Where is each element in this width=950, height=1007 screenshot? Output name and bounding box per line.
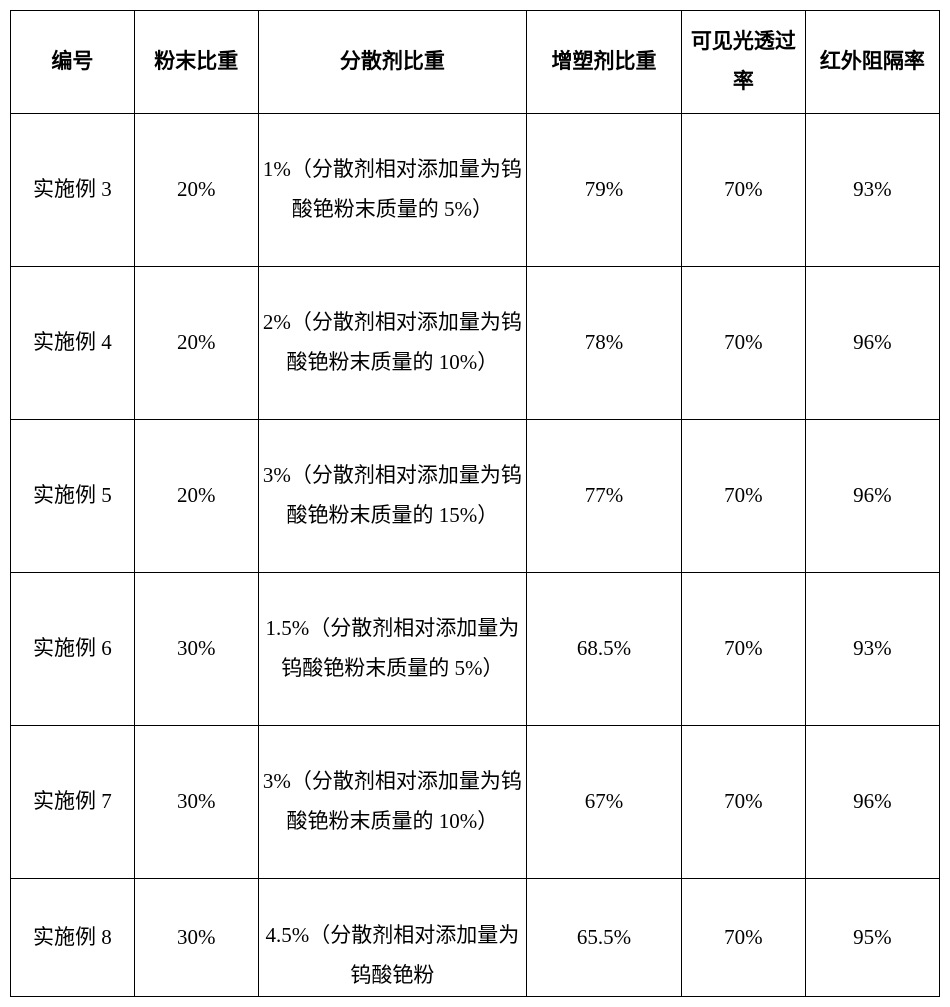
table-row: 实施例 8 30% 4.5%（分散剂相对添加量为钨酸铯粉 65.5% 70% 9…: [11, 879, 940, 997]
cell-visible: 70%: [681, 726, 805, 879]
table-row: 实施例 5 20% 3%（分散剂相对添加量为钨酸铯粉末质量的 15%） 77% …: [11, 420, 940, 573]
cell-powder: 30%: [134, 879, 258, 997]
cell-dispersant: 4.5%（分散剂相对添加量为钨酸铯粉: [258, 879, 526, 997]
table-header-row: 编号 粉末比重 分散剂比重 增塑剂比重 可见光透过率 红外阻隔率: [11, 11, 940, 114]
cell-plasticizer: 78%: [527, 267, 682, 420]
cell-plasticizer: 79%: [527, 114, 682, 267]
col-header-plasticizer: 增塑剂比重: [527, 11, 682, 114]
cell-powder: 20%: [134, 420, 258, 573]
cell-visible: 70%: [681, 879, 805, 997]
cell-id: 实施例 8: [11, 879, 135, 997]
cell-visible: 70%: [681, 420, 805, 573]
cell-powder: 30%: [134, 573, 258, 726]
cell-id: 实施例 3: [11, 114, 135, 267]
table-row: 实施例 7 30% 3%（分散剂相对添加量为钨酸铯粉末质量的 10%） 67% …: [11, 726, 940, 879]
cell-visible: 70%: [681, 267, 805, 420]
cell-ir: 96%: [805, 420, 939, 573]
cell-ir: 93%: [805, 114, 939, 267]
cell-dispersant: 1%（分散剂相对添加量为钨酸铯粉末质量的 5%）: [258, 114, 526, 267]
table-row: 实施例 3 20% 1%（分散剂相对添加量为钨酸铯粉末质量的 5%） 79% 7…: [11, 114, 940, 267]
cell-ir: 95%: [805, 879, 939, 997]
cell-plasticizer: 67%: [527, 726, 682, 879]
cell-ir: 93%: [805, 573, 939, 726]
cell-powder: 20%: [134, 114, 258, 267]
cell-ir: 96%: [805, 267, 939, 420]
cell-plasticizer: 68.5%: [527, 573, 682, 726]
cell-powder: 20%: [134, 267, 258, 420]
cell-dispersant: 2%（分散剂相对添加量为钨酸铯粉末质量的 10%）: [258, 267, 526, 420]
cell-plasticizer: 65.5%: [527, 879, 682, 997]
cell-dispersant: 1.5%（分散剂相对添加量为钨酸铯粉末质量的 5%）: [258, 573, 526, 726]
cell-visible: 70%: [681, 114, 805, 267]
cell-powder: 30%: [134, 726, 258, 879]
cell-visible: 70%: [681, 573, 805, 726]
col-header-dispersant: 分散剂比重: [258, 11, 526, 114]
cell-dispersant: 3%（分散剂相对添加量为钨酸铯粉末质量的 15%）: [258, 420, 526, 573]
table-row: 实施例 6 30% 1.5%（分散剂相对添加量为钨酸铯粉末质量的 5%） 68.…: [11, 573, 940, 726]
cell-id: 实施例 5: [11, 420, 135, 573]
cell-plasticizer: 77%: [527, 420, 682, 573]
cell-ir: 96%: [805, 726, 939, 879]
cell-id: 实施例 4: [11, 267, 135, 420]
col-header-ir: 红外阻隔率: [805, 11, 939, 114]
col-header-visible: 可见光透过率: [681, 11, 805, 114]
data-table: 编号 粉末比重 分散剂比重 增塑剂比重 可见光透过率 红外阻隔率 实施例 3 2…: [10, 10, 940, 997]
cell-id: 实施例 6: [11, 573, 135, 726]
cell-id: 实施例 7: [11, 726, 135, 879]
cell-dispersant: 3%（分散剂相对添加量为钨酸铯粉末质量的 10%）: [258, 726, 526, 879]
table-row: 实施例 4 20% 2%（分散剂相对添加量为钨酸铯粉末质量的 10%） 78% …: [11, 267, 940, 420]
col-header-powder: 粉末比重: [134, 11, 258, 114]
col-header-id: 编号: [11, 11, 135, 114]
